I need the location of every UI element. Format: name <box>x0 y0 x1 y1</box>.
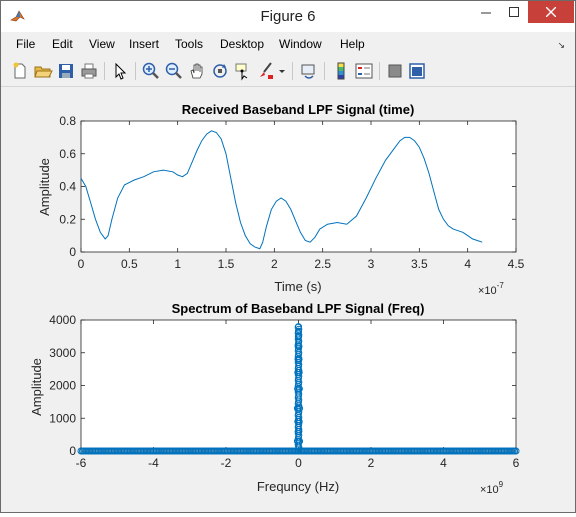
toolbar-separator <box>135 62 136 80</box>
y-tick-label: 3000 <box>49 346 76 360</box>
figure-canvas: Received Baseband LPF Signal (time) Time… <box>1 87 575 512</box>
x-axis-label-time: Time (s) <box>274 279 321 294</box>
y-tick-label: 0 <box>69 444 76 458</box>
dock-arrow-icon[interactable]: ↘ <box>557 40 565 50</box>
x-tick-label: 4.5 <box>508 257 525 271</box>
close-button[interactable] <box>528 1 574 23</box>
matlab-app-icon <box>10 8 26 24</box>
x-axis-label-freq: Frequncy (Hz) <box>257 479 339 494</box>
save-icon[interactable] <box>56 61 76 81</box>
maximize-button[interactable] <box>500 1 528 23</box>
x-exponent-freq: ×109 <box>480 480 504 496</box>
y-tick-label: 2000 <box>49 379 76 393</box>
menu-help[interactable]: Help <box>340 37 365 51</box>
zoom-out-icon[interactable] <box>164 61 184 81</box>
minimize-icon <box>481 12 491 14</box>
x-tick-label: 2.5 <box>314 257 331 271</box>
y-tick-label: 0 <box>69 245 76 259</box>
insert-legend-icon[interactable] <box>354 61 374 81</box>
rotate-icon[interactable] <box>210 61 230 81</box>
x-tick-label: 0.5 <box>121 257 138 271</box>
series-markers-freq <box>77 323 520 455</box>
x-tick-label: 6 <box>513 456 520 470</box>
y-tick-label: 0.8 <box>59 114 76 128</box>
brush-dropdown-icon[interactable] <box>277 61 287 81</box>
hide-plot-tools-icon[interactable] <box>385 61 405 81</box>
x-tick-label: 3 <box>368 257 375 271</box>
x-tick-label: 3.5 <box>411 257 428 271</box>
x-tick-label: 1.5 <box>218 257 235 271</box>
x-tick-label: -6 <box>76 456 87 470</box>
close-icon <box>546 7 556 17</box>
baseline-marker <box>512 447 520 455</box>
toolbar-separator <box>324 62 325 80</box>
title-bar[interactable]: Figure 6 <box>1 1 575 32</box>
x-tick-label: 1 <box>174 257 181 271</box>
print-icon[interactable] <box>79 61 99 81</box>
open-file-icon[interactable] <box>33 61 53 81</box>
y-tick-label: 4000 <box>49 313 76 327</box>
brush-icon[interactable] <box>256 61 276 81</box>
axes-time[interactable]: Received Baseband LPF Signal (time) Time… <box>37 102 525 297</box>
menu-insert[interactable]: Insert <box>129 37 160 51</box>
x-tick-label: -4 <box>148 456 159 470</box>
x-tick-label: 2 <box>368 456 375 470</box>
x-tick-label: 0 <box>295 456 302 470</box>
plots-svg: Received Baseband LPF Signal (time) Time… <box>29 102 525 496</box>
menu-bar: File Edit View Insert Tools Desktop Wind… <box>1 32 575 56</box>
y-axis-label-time: Amplitude <box>37 158 52 216</box>
y-tick-label: 1000 <box>49 411 76 425</box>
zoom-in-icon[interactable] <box>141 61 161 81</box>
x-tick-label: 4 <box>464 257 471 271</box>
menu-file[interactable]: File <box>16 37 36 51</box>
x-tick-label: 2 <box>271 257 278 271</box>
chart-title-freq: Spectrum of Baseband LPF Signal (Freq) <box>172 301 425 316</box>
chart-title-time: Received Baseband LPF Signal (time) <box>182 102 415 117</box>
x-tick-label: 4 <box>440 456 447 470</box>
x-tick-label: -2 <box>221 456 232 470</box>
y-tick-label: 0.2 <box>59 212 76 226</box>
axes-freq[interactable]: Spectrum of Baseband LPF Signal (Freq) F… <box>29 301 520 496</box>
link-plot-icon[interactable] <box>299 61 319 81</box>
toolbar-separator <box>379 62 380 80</box>
y-tick-label: 0.6 <box>59 147 76 161</box>
menu-edit[interactable]: Edit <box>52 37 73 51</box>
menu-window[interactable]: Window <box>279 37 322 51</box>
x-exponent-time: ×10-7 <box>478 281 504 297</box>
toolbar-separator <box>104 62 105 80</box>
show-plot-tools-icon[interactable] <box>407 61 427 81</box>
pan-icon[interactable] <box>187 61 207 81</box>
window-title: Figure 6 <box>260 8 316 25</box>
data-cursor-icon[interactable] <box>233 61 253 81</box>
tick-group-time: 0 0.5 1 1.5 2 2.5 3 3.5 4 4.5 0 0.2 0.4 0.6 0.8 <box>59 114 524 271</box>
y-tick-label: 0.4 <box>59 180 76 194</box>
menu-tools[interactable]: Tools <box>175 37 204 51</box>
insert-colorbar-icon[interactable] <box>331 61 351 81</box>
tick-group-freq: -6 -4 -2 0 2 4 6 0 1000 2000 3000 4000 <box>49 313 519 470</box>
figure-toolbar <box>1 56 575 87</box>
menu-desktop[interactable]: Desktop <box>220 37 265 51</box>
new-figure-icon[interactable] <box>10 61 30 81</box>
minimize-button[interactable] <box>472 1 500 23</box>
series-line-time <box>80 130 483 250</box>
plot-area-time <box>80 120 517 253</box>
edit-plot-icon[interactable] <box>110 61 130 81</box>
spike-marker <box>294 323 302 331</box>
x-tick-label: 0 <box>78 257 85 271</box>
toolbar-separator <box>292 62 293 80</box>
maximize-icon <box>509 7 519 17</box>
menu-view[interactable]: View <box>89 37 115 51</box>
y-axis-label-freq: Amplitude <box>29 358 44 416</box>
